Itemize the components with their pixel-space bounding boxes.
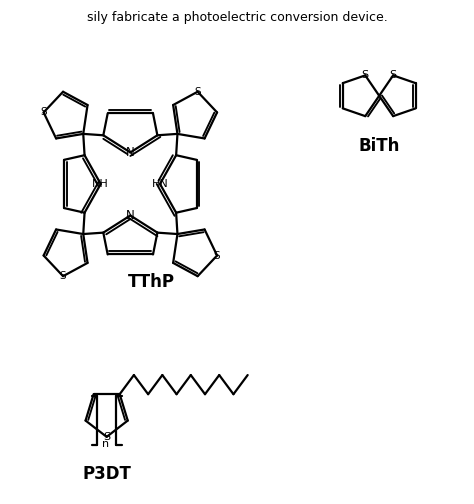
Text: TThP: TThP	[128, 273, 175, 291]
Text: n: n	[102, 439, 109, 449]
Text: P3DT: P3DT	[82, 465, 131, 483]
Text: S: S	[60, 271, 66, 281]
Text: N: N	[126, 146, 135, 159]
Text: BiTh: BiTh	[358, 137, 400, 155]
Text: NH: NH	[92, 179, 109, 189]
Text: S: S	[214, 250, 220, 261]
Text: S: S	[362, 71, 369, 80]
Text: sily fabricate a photoelectric conversion device.: sily fabricate a photoelectric conversio…	[87, 11, 387, 24]
Text: S: S	[194, 87, 201, 97]
Text: N: N	[126, 209, 135, 222]
Text: S: S	[103, 432, 110, 442]
Text: HN: HN	[152, 179, 168, 189]
Text: S: S	[390, 71, 397, 80]
Text: S: S	[40, 107, 47, 117]
